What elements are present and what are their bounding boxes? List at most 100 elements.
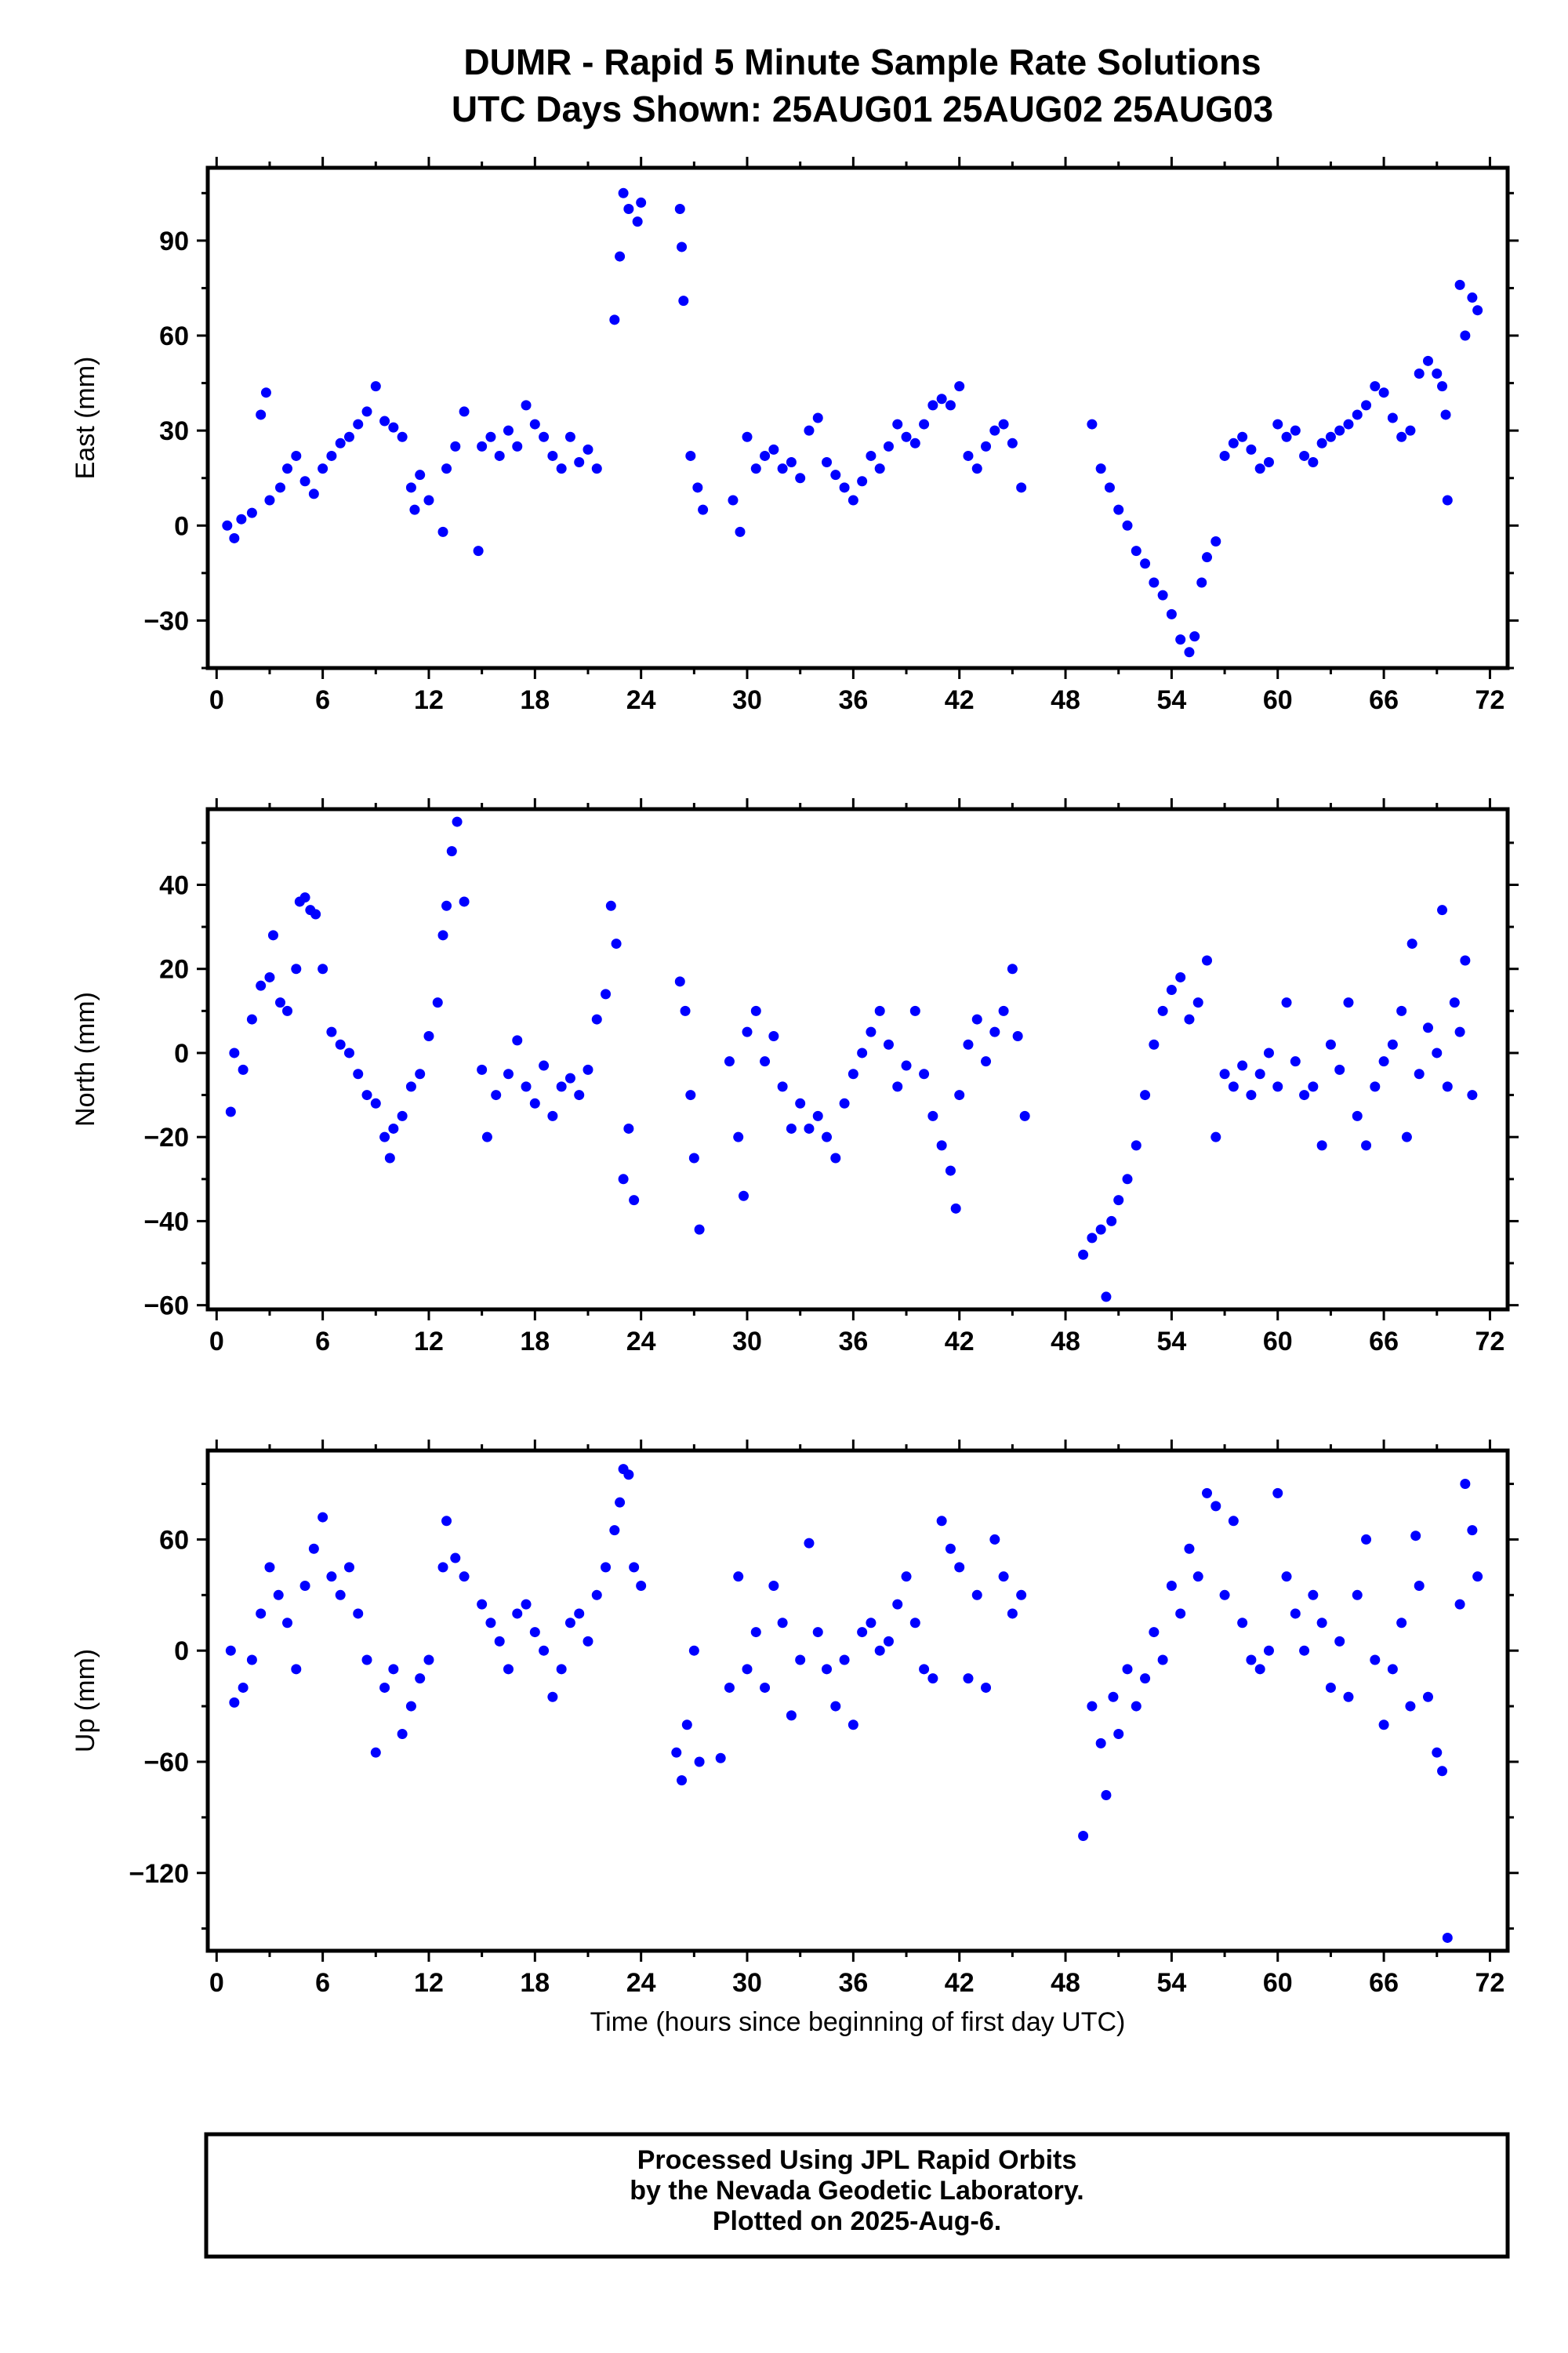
- y-tick-label: 0: [174, 1039, 189, 1069]
- x-tick-label: 6: [315, 685, 330, 715]
- data-point: [503, 1664, 514, 1675]
- data-point: [812, 1627, 823, 1638]
- data-point: [583, 1636, 593, 1647]
- x-tick-label: 48: [1051, 1968, 1080, 1998]
- y-tick-label: −60: [143, 1748, 189, 1777]
- data-point: [1254, 463, 1265, 474]
- data-point: [1078, 1830, 1089, 1841]
- data-point: [694, 1756, 705, 1767]
- data-point: [1122, 1664, 1133, 1675]
- data-point: [733, 1131, 744, 1142]
- data-point: [927, 400, 938, 411]
- data-point: [437, 930, 448, 941]
- data-point: [1149, 1627, 1160, 1638]
- data-point: [892, 1081, 903, 1092]
- y-axis-label: East (mm): [71, 357, 100, 480]
- data-point: [1149, 1039, 1160, 1050]
- data-point: [698, 504, 709, 515]
- data-point: [379, 1682, 390, 1693]
- data-point: [556, 1081, 567, 1092]
- x-tick-label: 54: [1156, 685, 1186, 715]
- data-point: [919, 1069, 930, 1080]
- data-point: [405, 482, 416, 493]
- data-point: [473, 546, 484, 557]
- data-point: [629, 1195, 640, 1206]
- data-point: [574, 457, 585, 468]
- data-point: [611, 939, 622, 950]
- data-point: [1210, 1501, 1221, 1512]
- data-point: [1334, 1064, 1345, 1075]
- data-point: [246, 1014, 257, 1025]
- x-tick-label: 18: [520, 1327, 550, 1356]
- data-point: [529, 1627, 540, 1638]
- data-point: [1149, 577, 1160, 588]
- data-point: [674, 976, 685, 987]
- data-point: [609, 314, 620, 325]
- data-point: [282, 1618, 293, 1629]
- x-tick-label: 6: [315, 1968, 330, 1998]
- y-tick-label: 30: [159, 416, 189, 446]
- data-point: [1007, 1608, 1018, 1619]
- data-point: [1202, 1487, 1213, 1498]
- data-point: [945, 400, 956, 411]
- data-point: [529, 419, 540, 430]
- data-point: [954, 381, 965, 392]
- data-point: [415, 1069, 426, 1080]
- data-point: [343, 431, 354, 442]
- data-point: [1442, 1932, 1453, 1943]
- data-point: [1087, 419, 1098, 430]
- data-point: [547, 450, 558, 461]
- data-point: [1467, 292, 1478, 303]
- data-point: [491, 1090, 502, 1101]
- data-point: [777, 463, 788, 474]
- data-point: [945, 1165, 956, 1176]
- data-point: [1299, 1090, 1310, 1101]
- data-point: [405, 1701, 416, 1712]
- data-point: [804, 1538, 815, 1549]
- data-point: [264, 495, 275, 506]
- data-point: [971, 463, 982, 474]
- data-point: [1228, 438, 1239, 448]
- data-point: [370, 1098, 381, 1109]
- data-point: [1101, 1291, 1112, 1302]
- data-point: [866, 1618, 877, 1629]
- y-tick-label: −120: [129, 1859, 189, 1889]
- data-point: [681, 1719, 692, 1730]
- data-point: [238, 1064, 249, 1075]
- data-point: [750, 1627, 761, 1638]
- x-tick-label: 36: [838, 685, 868, 715]
- data-point: [685, 450, 696, 461]
- data-point: [539, 1060, 550, 1071]
- x-tick-label: 42: [945, 685, 975, 715]
- x-tick-label: 12: [414, 1327, 444, 1356]
- data-point: [822, 1664, 833, 1675]
- data-point: [812, 1110, 823, 1121]
- data-point: [998, 1571, 1009, 1582]
- x-tick-label: 60: [1263, 1968, 1293, 1998]
- data-point: [343, 1562, 354, 1573]
- data-point: [1437, 1766, 1448, 1777]
- data-point: [1101, 1790, 1112, 1801]
- data-point: [1414, 1580, 1425, 1591]
- data-point: [282, 463, 293, 474]
- data-point: [963, 1673, 974, 1684]
- data-point: [1113, 1729, 1124, 1740]
- x-tick-label: 6: [315, 1327, 330, 1356]
- data-point: [274, 482, 285, 493]
- data-point: [735, 526, 746, 537]
- panel-2-frame: [205, 807, 1510, 1312]
- data-point: [264, 971, 275, 982]
- data-point: [1432, 368, 1443, 379]
- data-point: [547, 1691, 558, 1702]
- data-point: [260, 387, 271, 398]
- data-point: [267, 930, 278, 941]
- data-point: [1113, 1195, 1124, 1206]
- data-point: [1113, 504, 1124, 515]
- x-tick-label: 42: [945, 1968, 975, 1998]
- data-point: [299, 1580, 310, 1591]
- data-point: [618, 1174, 629, 1185]
- data-point: [361, 1654, 372, 1665]
- x-tick-label: 60: [1263, 685, 1293, 715]
- data-point: [1437, 905, 1448, 916]
- data-point: [450, 1552, 461, 1563]
